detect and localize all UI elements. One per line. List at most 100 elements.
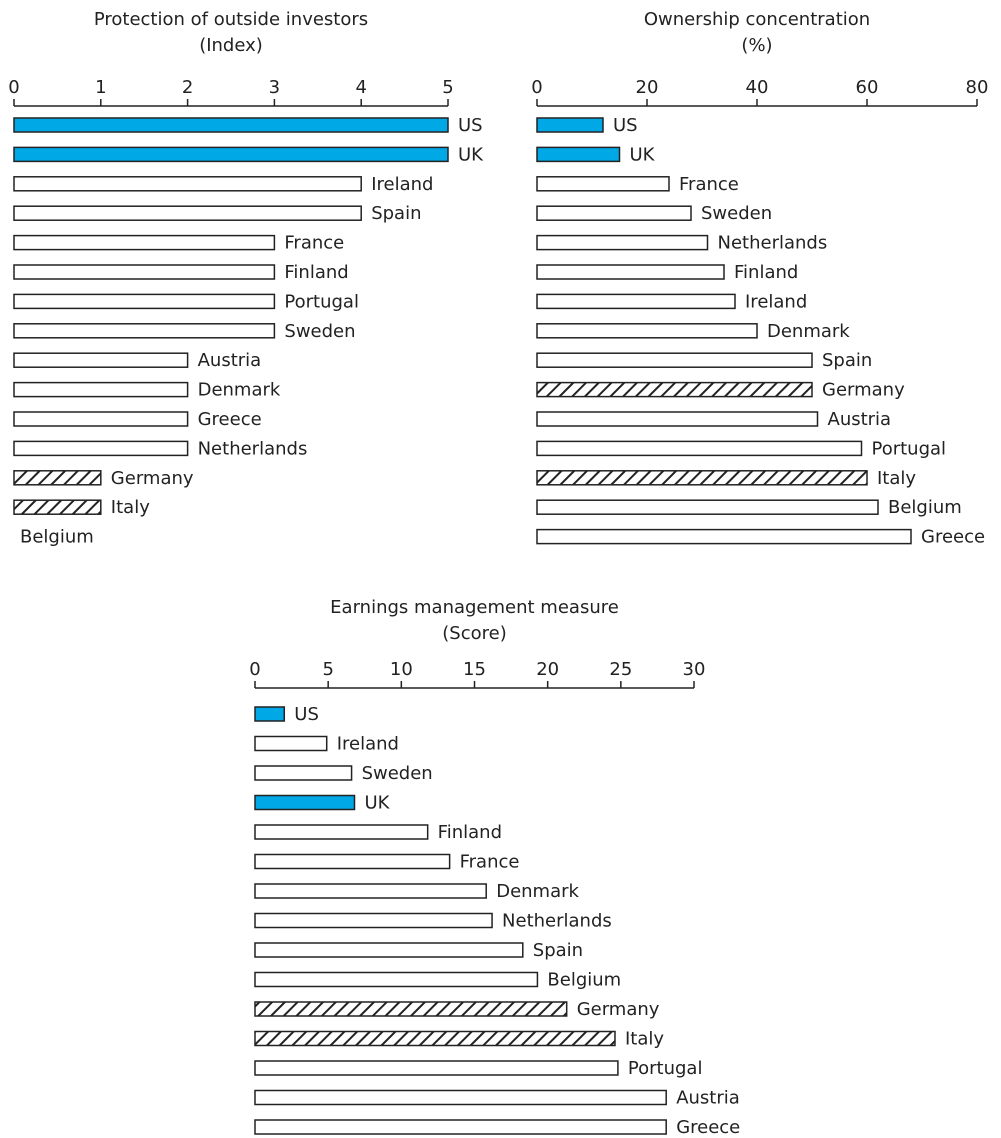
- bar-label: Germany: [111, 468, 194, 489]
- x-tick-label: 0: [249, 659, 260, 680]
- bar: [13, 499, 102, 515]
- bar-label: US: [613, 115, 638, 136]
- bar-label: Spain: [822, 350, 872, 371]
- bar-label: Finland: [734, 262, 798, 283]
- bar: [536, 528, 912, 545]
- bar: [536, 411, 819, 427]
- x-tick-label: 10: [390, 659, 413, 680]
- bar: [254, 765, 353, 781]
- bar-label: UK: [630, 144, 656, 165]
- bar-label: Sweden: [284, 321, 355, 342]
- bar-label: Netherlands: [718, 233, 828, 254]
- bar: [536, 205, 692, 221]
- bar: [536, 323, 758, 339]
- bar: [536, 470, 868, 486]
- bar: [536, 234, 709, 251]
- bar: [254, 853, 451, 870]
- x-tick-label: 60: [856, 77, 879, 98]
- bar: [254, 1001, 568, 1017]
- bar: [536, 440, 863, 457]
- x-tick-label: 1: [95, 77, 106, 98]
- bar-label: Belgium: [20, 527, 94, 548]
- chart-title: Ownership concentration: [644, 9, 870, 30]
- bar: [254, 706, 286, 722]
- chart-title: Protection of outside investors: [94, 9, 368, 30]
- bar-label: France: [284, 233, 344, 254]
- bar-label: Spain: [533, 940, 583, 961]
- x-tick-label: 2: [182, 77, 193, 98]
- bar-label: Greece: [198, 409, 262, 430]
- bar: [536, 264, 725, 280]
- bar: [536, 176, 670, 192]
- bar: [13, 440, 189, 457]
- bar: [13, 470, 102, 486]
- bar: [13, 293, 276, 310]
- bar: [536, 293, 736, 310]
- bar-label: US: [458, 115, 483, 136]
- bar-label: Ireland: [371, 174, 433, 195]
- chart-subtitle: (Score): [442, 623, 506, 644]
- bar-label: Greece: [676, 1117, 740, 1138]
- bar-label: France: [679, 174, 739, 195]
- bar: [536, 352, 813, 368]
- x-tick-label: 15: [463, 659, 486, 680]
- bar-label: Portugal: [284, 291, 359, 312]
- chart-subtitle: (Index): [199, 35, 263, 56]
- x-tick-label: 40: [746, 77, 769, 98]
- bar-label: Italy: [625, 1029, 664, 1050]
- bar-label: Portugal: [872, 438, 947, 459]
- bar-label: Belgium: [888, 497, 962, 518]
- chart-subtitle: (%): [741, 35, 772, 56]
- bar: [13, 117, 449, 133]
- bar-label: Sweden: [701, 203, 772, 224]
- bar-label: Italy: [877, 468, 916, 489]
- bar-label: France: [460, 852, 520, 873]
- bar-label: Austria: [828, 409, 892, 430]
- bar-label: Belgium: [547, 970, 621, 991]
- x-tick-label: 3: [269, 77, 280, 98]
- bar-label: Austria: [676, 1088, 740, 1109]
- bar: [13, 234, 276, 251]
- bar: [13, 381, 189, 398]
- bar-label: Spain: [371, 203, 421, 224]
- bar: [254, 1030, 616, 1047]
- bar-label: Ireland: [337, 734, 399, 755]
- bar-label: UK: [458, 144, 484, 165]
- bar: [254, 794, 356, 811]
- bar-label: Denmark: [198, 380, 281, 401]
- bar: [254, 824, 429, 840]
- bar: [13, 205, 362, 221]
- bar-label: Netherlands: [502, 911, 612, 932]
- x-tick-label: 20: [536, 659, 559, 680]
- bar: [254, 912, 493, 929]
- bar-label: Austria: [198, 350, 262, 371]
- bar-label: Netherlands: [198, 438, 308, 459]
- bar: [254, 1089, 667, 1106]
- bar: [536, 146, 621, 163]
- x-tick-label: 0: [531, 77, 542, 98]
- x-tick-label: 25: [609, 659, 632, 680]
- bar-label: Denmark: [767, 321, 850, 342]
- x-tick-label: 4: [355, 77, 366, 98]
- chart-title: Earnings management measure: [330, 597, 619, 618]
- bar: [254, 735, 328, 752]
- bar: [254, 942, 524, 958]
- x-tick-label: 80: [966, 77, 989, 98]
- bar-label: Portugal: [628, 1058, 703, 1079]
- bar-label: Greece: [921, 527, 985, 548]
- bar: [13, 352, 189, 368]
- bar-label: Denmark: [496, 881, 579, 902]
- bar: [536, 381, 813, 398]
- bar-label: Finland: [438, 822, 502, 843]
- bar: [13, 264, 276, 280]
- bar-label: Ireland: [745, 291, 807, 312]
- bar-label: Germany: [577, 999, 660, 1020]
- x-tick-label: 0: [8, 77, 19, 98]
- x-tick-label: 5: [322, 659, 333, 680]
- bar: [536, 117, 604, 133]
- bar: [13, 176, 362, 192]
- bar: [254, 1119, 667, 1135]
- x-tick-label: 30: [683, 659, 706, 680]
